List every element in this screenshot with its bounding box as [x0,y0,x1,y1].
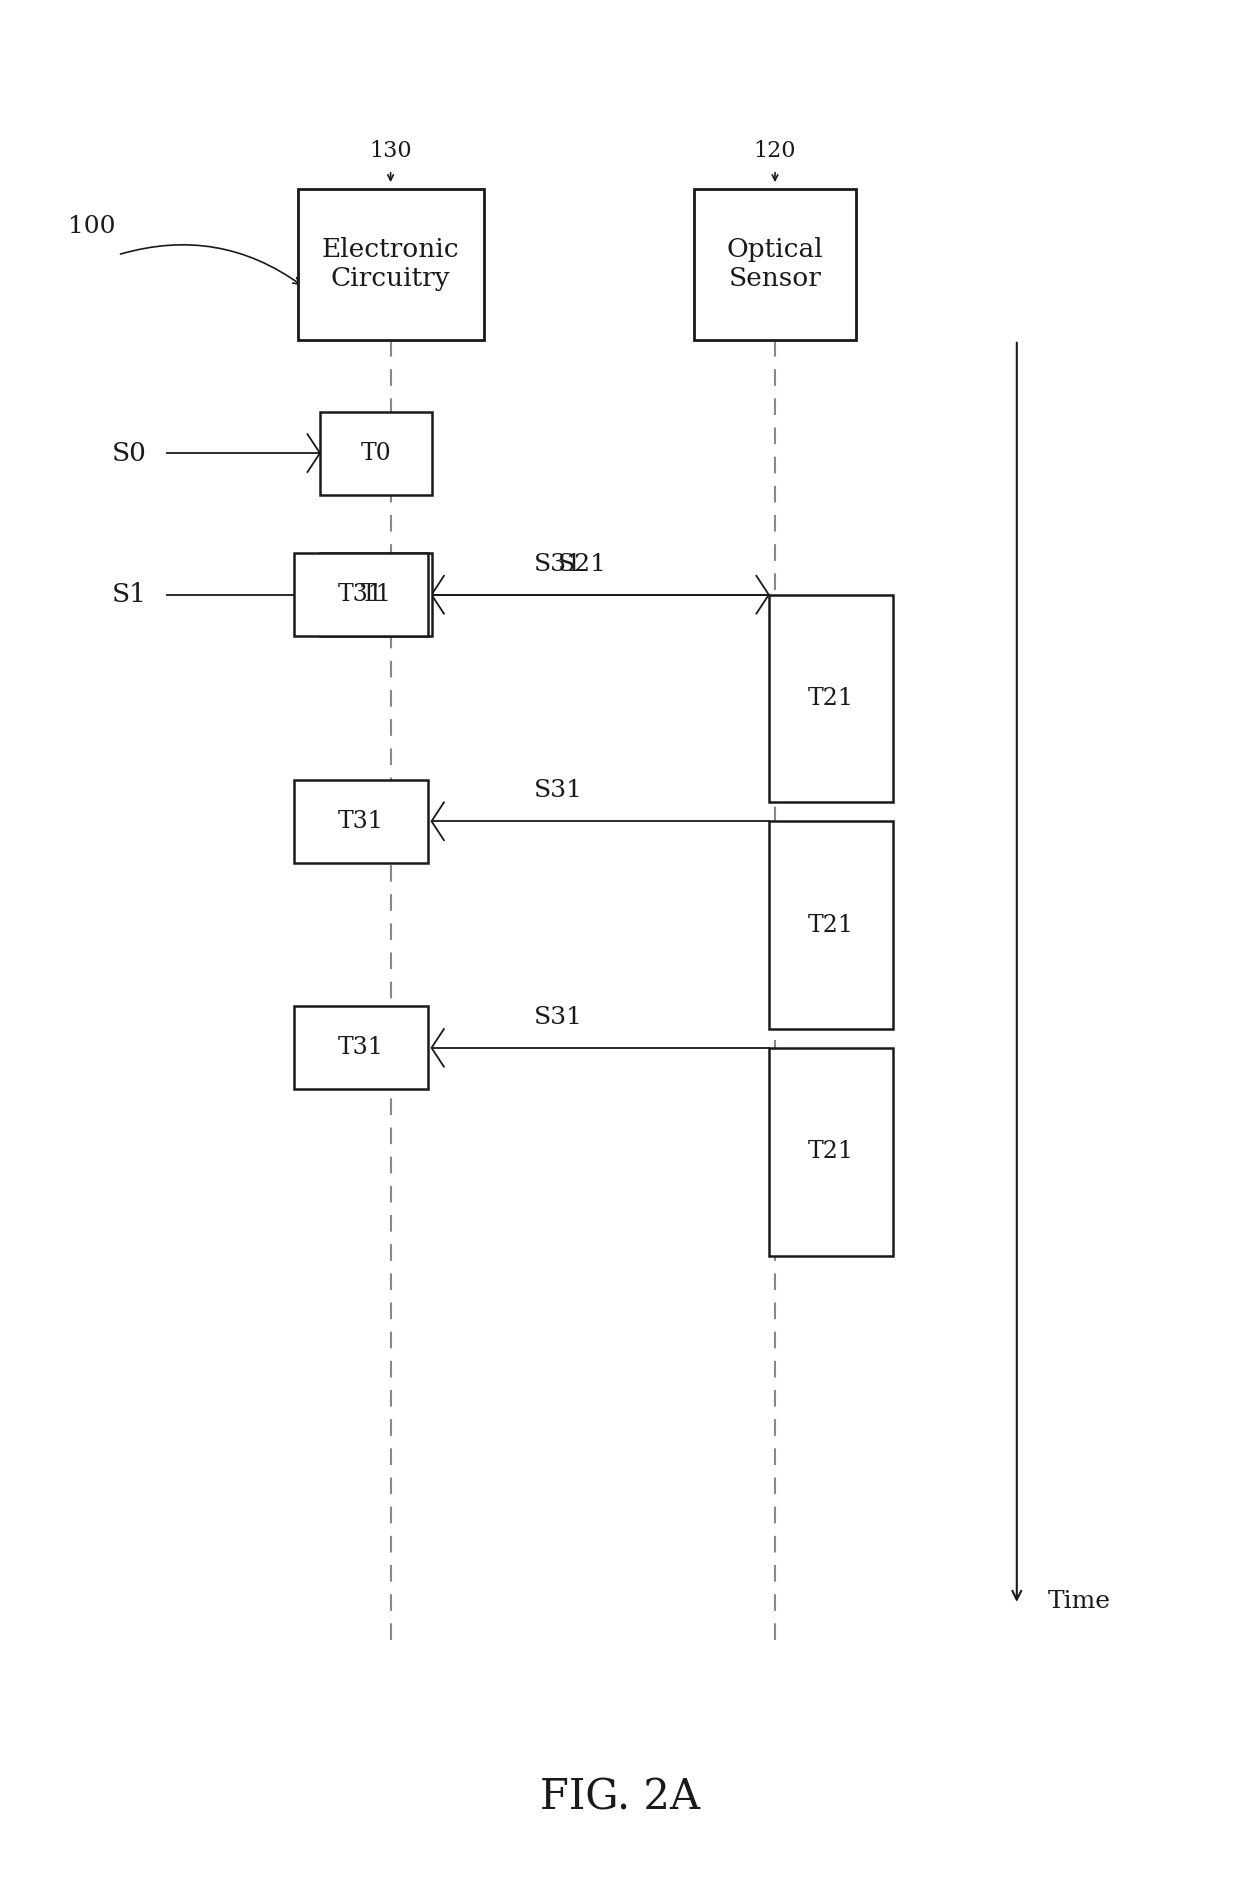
Text: Time: Time [1048,1590,1111,1612]
Text: FIG. 2A: FIG. 2A [539,1777,701,1818]
Text: S31: S31 [533,1006,583,1029]
Text: T31: T31 [339,1037,383,1059]
Text: T21: T21 [807,1140,854,1163]
Text: Optical
Sensor: Optical Sensor [727,238,823,291]
Text: Electronic
Circuitry: Electronic Circuitry [322,238,459,291]
Bar [694,189,856,340]
Bar [769,595,893,802]
Bar [294,780,428,863]
Bar [769,821,893,1029]
Bar [298,189,484,340]
Text: T21: T21 [807,914,854,936]
Text: 130: 130 [370,140,412,162]
Text: 120: 120 [754,140,796,162]
Bar [320,553,432,636]
Text: T31: T31 [339,583,383,606]
Text: 100: 100 [68,215,115,238]
Bar [769,1048,893,1256]
Text: T1: T1 [361,583,391,606]
Text: S21: S21 [558,553,608,576]
Text: T31: T31 [339,810,383,833]
Bar [294,1006,428,1089]
Text: S31: S31 [533,780,583,802]
Bar [294,553,428,636]
Text: T21: T21 [807,687,854,710]
Text: T0: T0 [361,442,391,464]
Text: S0: S0 [112,440,146,466]
Bar [320,412,432,495]
Text: S31: S31 [533,553,583,576]
Text: S1: S1 [112,582,146,608]
